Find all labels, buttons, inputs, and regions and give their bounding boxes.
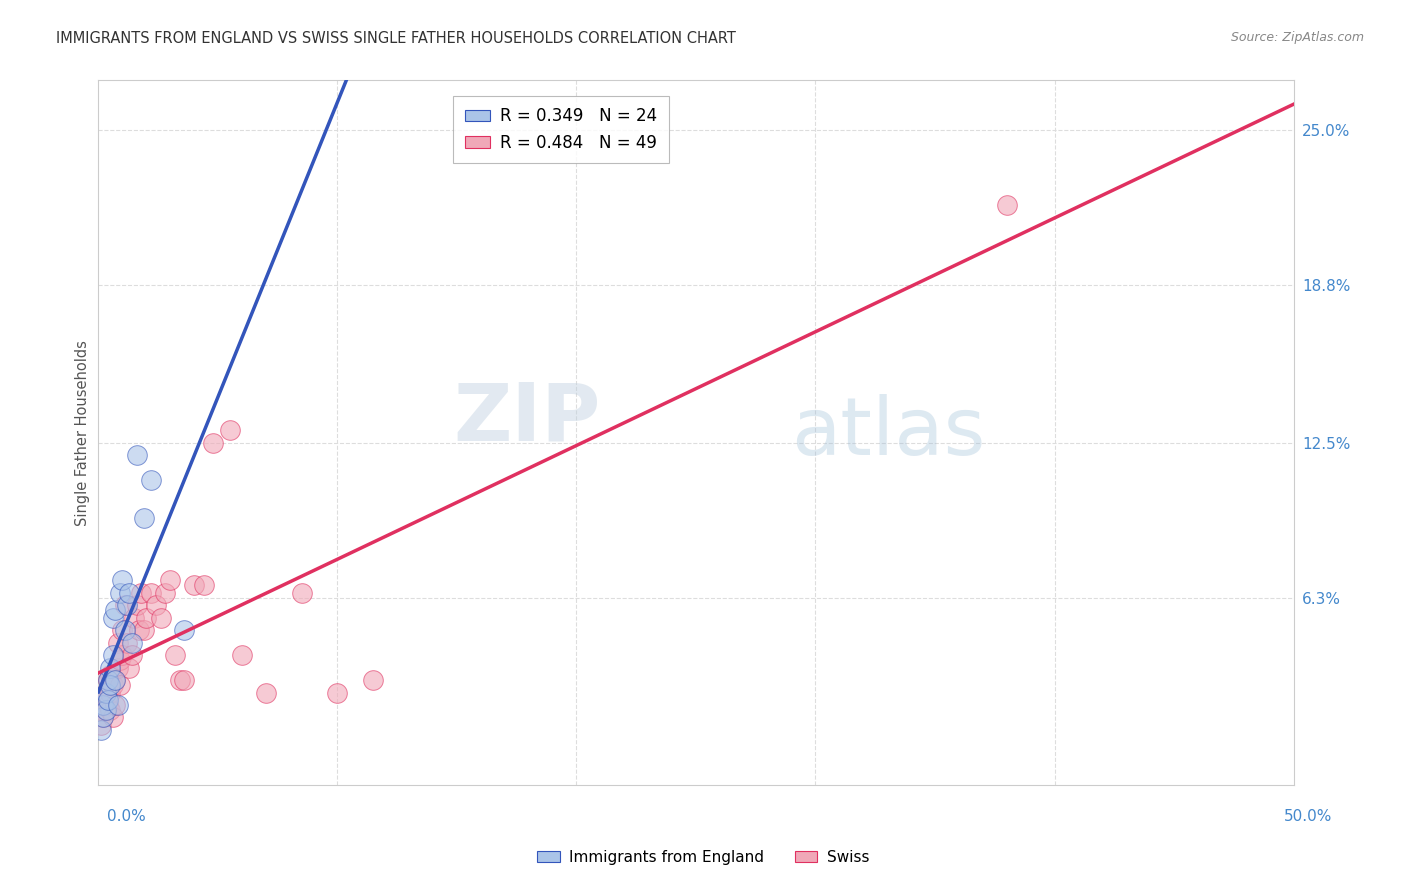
Point xyxy=(131,585,153,599)
Point xyxy=(118,585,141,599)
Point xyxy=(97,673,120,687)
Point xyxy=(94,703,117,717)
Point xyxy=(291,585,314,599)
Point xyxy=(94,703,117,717)
Point xyxy=(118,660,141,674)
Point xyxy=(97,698,120,712)
Text: 50.0%: 50.0% xyxy=(1284,809,1331,823)
Point xyxy=(114,623,136,637)
Point xyxy=(128,623,150,637)
Point xyxy=(104,673,127,687)
Point xyxy=(90,723,112,737)
Point xyxy=(111,648,134,662)
Point xyxy=(108,653,131,667)
Legend: Immigrants from England, Swiss: Immigrants from England, Swiss xyxy=(531,844,875,871)
Point xyxy=(183,578,205,592)
Point xyxy=(132,623,155,637)
Point xyxy=(108,585,131,599)
Point xyxy=(104,673,127,687)
Point xyxy=(91,710,114,724)
Point xyxy=(135,610,157,624)
Point xyxy=(101,610,124,624)
Point xyxy=(163,648,186,662)
Text: Source: ZipAtlas.com: Source: ZipAtlas.com xyxy=(1230,31,1364,45)
Point xyxy=(125,598,148,612)
Point xyxy=(107,635,129,649)
Point xyxy=(98,660,122,674)
Point xyxy=(104,698,127,712)
Point xyxy=(101,678,124,692)
Y-axis label: Single Father Households: Single Father Households xyxy=(75,340,90,525)
Point xyxy=(91,698,114,712)
Point xyxy=(91,710,114,724)
Point xyxy=(107,698,129,712)
Point xyxy=(121,648,143,662)
Point xyxy=(115,635,138,649)
Point xyxy=(363,673,385,687)
Text: ZIP: ZIP xyxy=(453,379,600,458)
Point xyxy=(121,635,143,649)
Point xyxy=(173,673,195,687)
Point xyxy=(90,718,112,732)
Text: 0.0%: 0.0% xyxy=(107,809,146,823)
Point xyxy=(254,685,277,699)
Point xyxy=(90,703,112,717)
Point xyxy=(125,448,148,462)
Point xyxy=(202,435,225,450)
Point xyxy=(98,678,122,692)
Text: IMMIGRANTS FROM ENGLAND VS SWISS SINGLE FATHER HOUSEHOLDS CORRELATION CHART: IMMIGRANTS FROM ENGLAND VS SWISS SINGLE … xyxy=(56,31,737,46)
Point xyxy=(111,573,134,587)
Point xyxy=(145,598,167,612)
Point xyxy=(173,623,195,637)
Point xyxy=(101,710,124,724)
Point xyxy=(139,585,162,599)
Point xyxy=(995,198,1018,212)
Point xyxy=(139,473,162,487)
Point xyxy=(155,585,177,599)
Point xyxy=(101,648,124,662)
Point xyxy=(108,678,131,692)
Point xyxy=(132,510,155,524)
Point xyxy=(97,693,120,707)
Point xyxy=(149,610,172,624)
Point xyxy=(98,668,122,682)
Point xyxy=(98,703,122,717)
Point xyxy=(94,685,117,699)
Text: atlas: atlas xyxy=(792,393,986,472)
Point xyxy=(91,693,114,707)
Point xyxy=(115,598,138,612)
Point xyxy=(97,673,120,687)
Point xyxy=(124,610,146,624)
Point xyxy=(94,685,117,699)
Point xyxy=(98,685,122,699)
Point xyxy=(169,673,191,687)
Point xyxy=(231,648,253,662)
Point xyxy=(219,423,242,437)
Point xyxy=(326,685,349,699)
Point xyxy=(159,573,181,587)
Point xyxy=(104,603,127,617)
Legend: R = 0.349   N = 24, R = 0.484   N = 49: R = 0.349 N = 24, R = 0.484 N = 49 xyxy=(453,95,669,163)
Point xyxy=(107,660,129,674)
Point xyxy=(114,598,136,612)
Point xyxy=(193,578,215,592)
Point xyxy=(111,623,134,637)
